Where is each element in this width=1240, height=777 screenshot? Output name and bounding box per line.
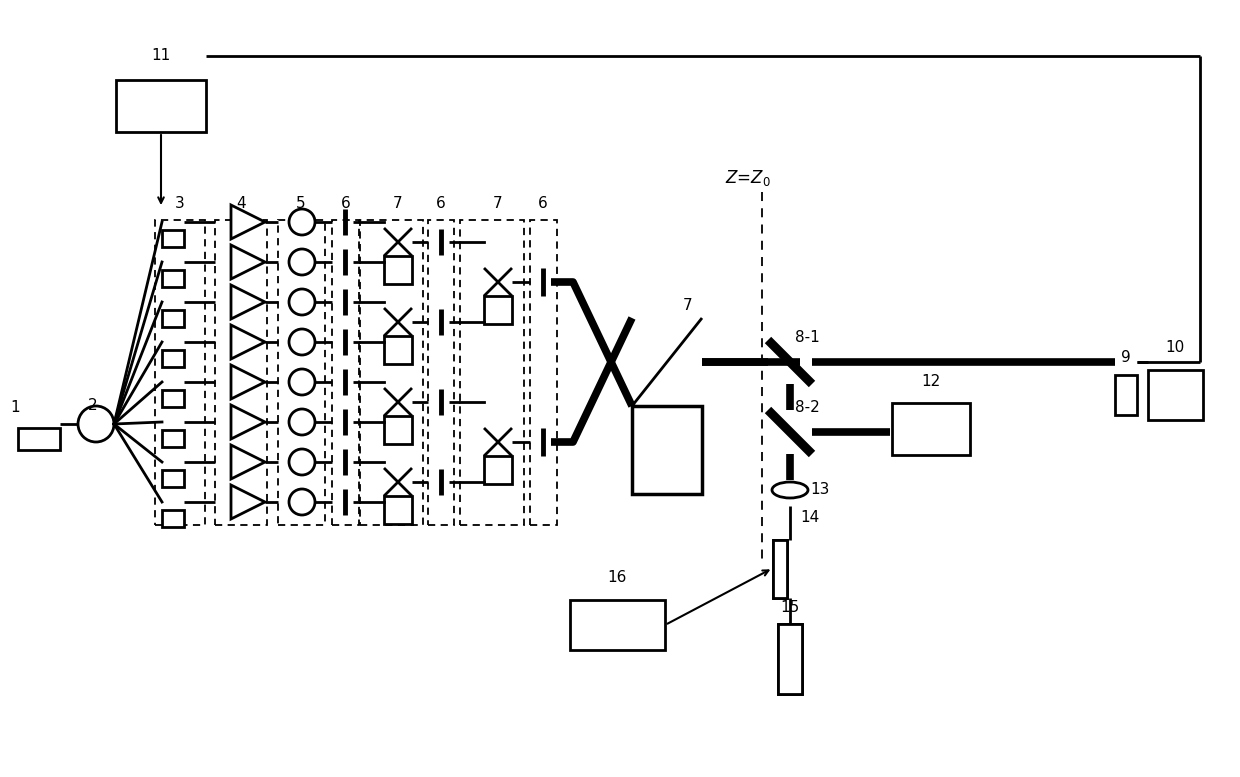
Bar [162, 510, 184, 527]
Ellipse shape [773, 482, 808, 498]
Polygon shape [231, 325, 265, 359]
Bar [773, 540, 787, 598]
Bar [773, 540, 787, 598]
Bar [892, 403, 970, 455]
Text: 7: 7 [683, 298, 693, 312]
Bar [384, 336, 412, 364]
Text: 2: 2 [88, 399, 98, 413]
Bar [570, 600, 665, 650]
Text: 15: 15 [780, 601, 800, 615]
Text: 5: 5 [296, 196, 306, 211]
Bar [162, 230, 184, 247]
Text: 11: 11 [151, 48, 171, 64]
Polygon shape [231, 445, 265, 479]
Text: 8-1: 8-1 [795, 330, 820, 346]
Bar [1148, 370, 1203, 420]
Polygon shape [231, 405, 265, 439]
Text: 6: 6 [538, 196, 548, 211]
Bar [360, 220, 423, 525]
Bar [162, 470, 184, 487]
Text: 6: 6 [436, 196, 446, 211]
Bar [162, 270, 184, 287]
Bar [162, 310, 184, 327]
Bar [155, 220, 205, 525]
Circle shape [289, 289, 315, 315]
Polygon shape [231, 365, 265, 399]
Bar [162, 390, 184, 407]
Text: 14: 14 [800, 510, 820, 525]
Text: 4: 4 [236, 196, 246, 211]
Polygon shape [231, 205, 265, 239]
Bar [278, 220, 325, 525]
Bar [529, 220, 557, 525]
Bar [484, 296, 512, 324]
Bar [384, 496, 412, 524]
Bar [117, 80, 206, 132]
Text: 8-2: 8-2 [795, 400, 820, 416]
Bar [777, 624, 802, 694]
Bar [484, 456, 512, 484]
Bar [19, 428, 60, 450]
Circle shape [289, 449, 315, 475]
Circle shape [289, 409, 315, 435]
Polygon shape [231, 245, 265, 279]
Text: 12: 12 [921, 375, 941, 389]
Circle shape [289, 249, 315, 275]
Text: 13: 13 [810, 483, 830, 497]
Text: 10: 10 [1166, 340, 1184, 356]
Text: 16: 16 [608, 570, 626, 586]
Bar [162, 350, 184, 367]
Bar [384, 416, 412, 444]
Bar [332, 220, 360, 525]
Bar [460, 220, 525, 525]
Polygon shape [231, 285, 265, 319]
Bar [162, 430, 184, 447]
Text: 7: 7 [393, 196, 403, 211]
Circle shape [289, 329, 315, 355]
Bar [384, 256, 412, 284]
Polygon shape [231, 485, 265, 519]
Bar [777, 624, 802, 694]
Circle shape [78, 406, 114, 442]
Bar [632, 406, 702, 494]
Text: 1: 1 [10, 400, 20, 416]
Circle shape [289, 209, 315, 235]
Text: 9: 9 [1121, 350, 1131, 365]
Bar [1115, 375, 1137, 415]
Text: 3: 3 [175, 196, 185, 211]
Text: 7: 7 [494, 196, 502, 211]
Bar [428, 220, 454, 525]
Circle shape [289, 489, 315, 515]
Text: 6: 6 [341, 196, 351, 211]
Circle shape [289, 369, 315, 395]
Bar [215, 220, 267, 525]
Text: Z=Z$_0$: Z=Z$_0$ [725, 168, 771, 188]
